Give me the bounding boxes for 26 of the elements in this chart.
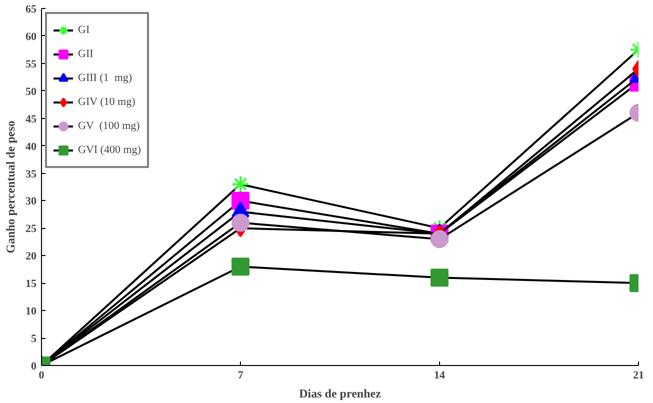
y-tick-label: 0	[31, 360, 37, 372]
legend-label: GII	[78, 48, 94, 60]
y-tick-label: 50	[26, 86, 37, 98]
x-tick-label: 7	[238, 370, 244, 382]
legend-label: GVI (400 mg)	[78, 144, 141, 156]
y-tick-label: 10	[26, 306, 37, 318]
y-tick-label: 15	[26, 278, 37, 290]
y-tick-label: 5	[31, 333, 37, 346]
legend-label: GV (100 mg)	[78, 120, 140, 132]
y-tick-label: 25	[26, 223, 37, 236]
x-tick-label: 0	[38, 370, 45, 382]
y-tick-label: 20	[26, 250, 37, 263]
y-axis-title: Ganho percentual de peso	[4, 120, 18, 254]
x-axis-title: Dias de prenhez	[299, 386, 382, 400]
legend-label: GIV (10 mg)	[78, 96, 136, 108]
y-tick-label: 35	[26, 168, 37, 180]
legend-label: GIII (1 mg)	[78, 72, 132, 84]
y-tick-label: 30	[26, 196, 37, 208]
y-tick-label: 60	[26, 30, 37, 43]
y-tick-label: 40	[26, 140, 37, 153]
x-tick-label: 21	[633, 370, 644, 382]
y-tick-label: 45	[26, 113, 37, 126]
x-tick-label: 14	[434, 370, 446, 382]
legend-label: GI	[78, 24, 91, 36]
y-tick-label: 55	[26, 58, 37, 70]
y-tick-label: 65	[26, 4, 37, 16]
